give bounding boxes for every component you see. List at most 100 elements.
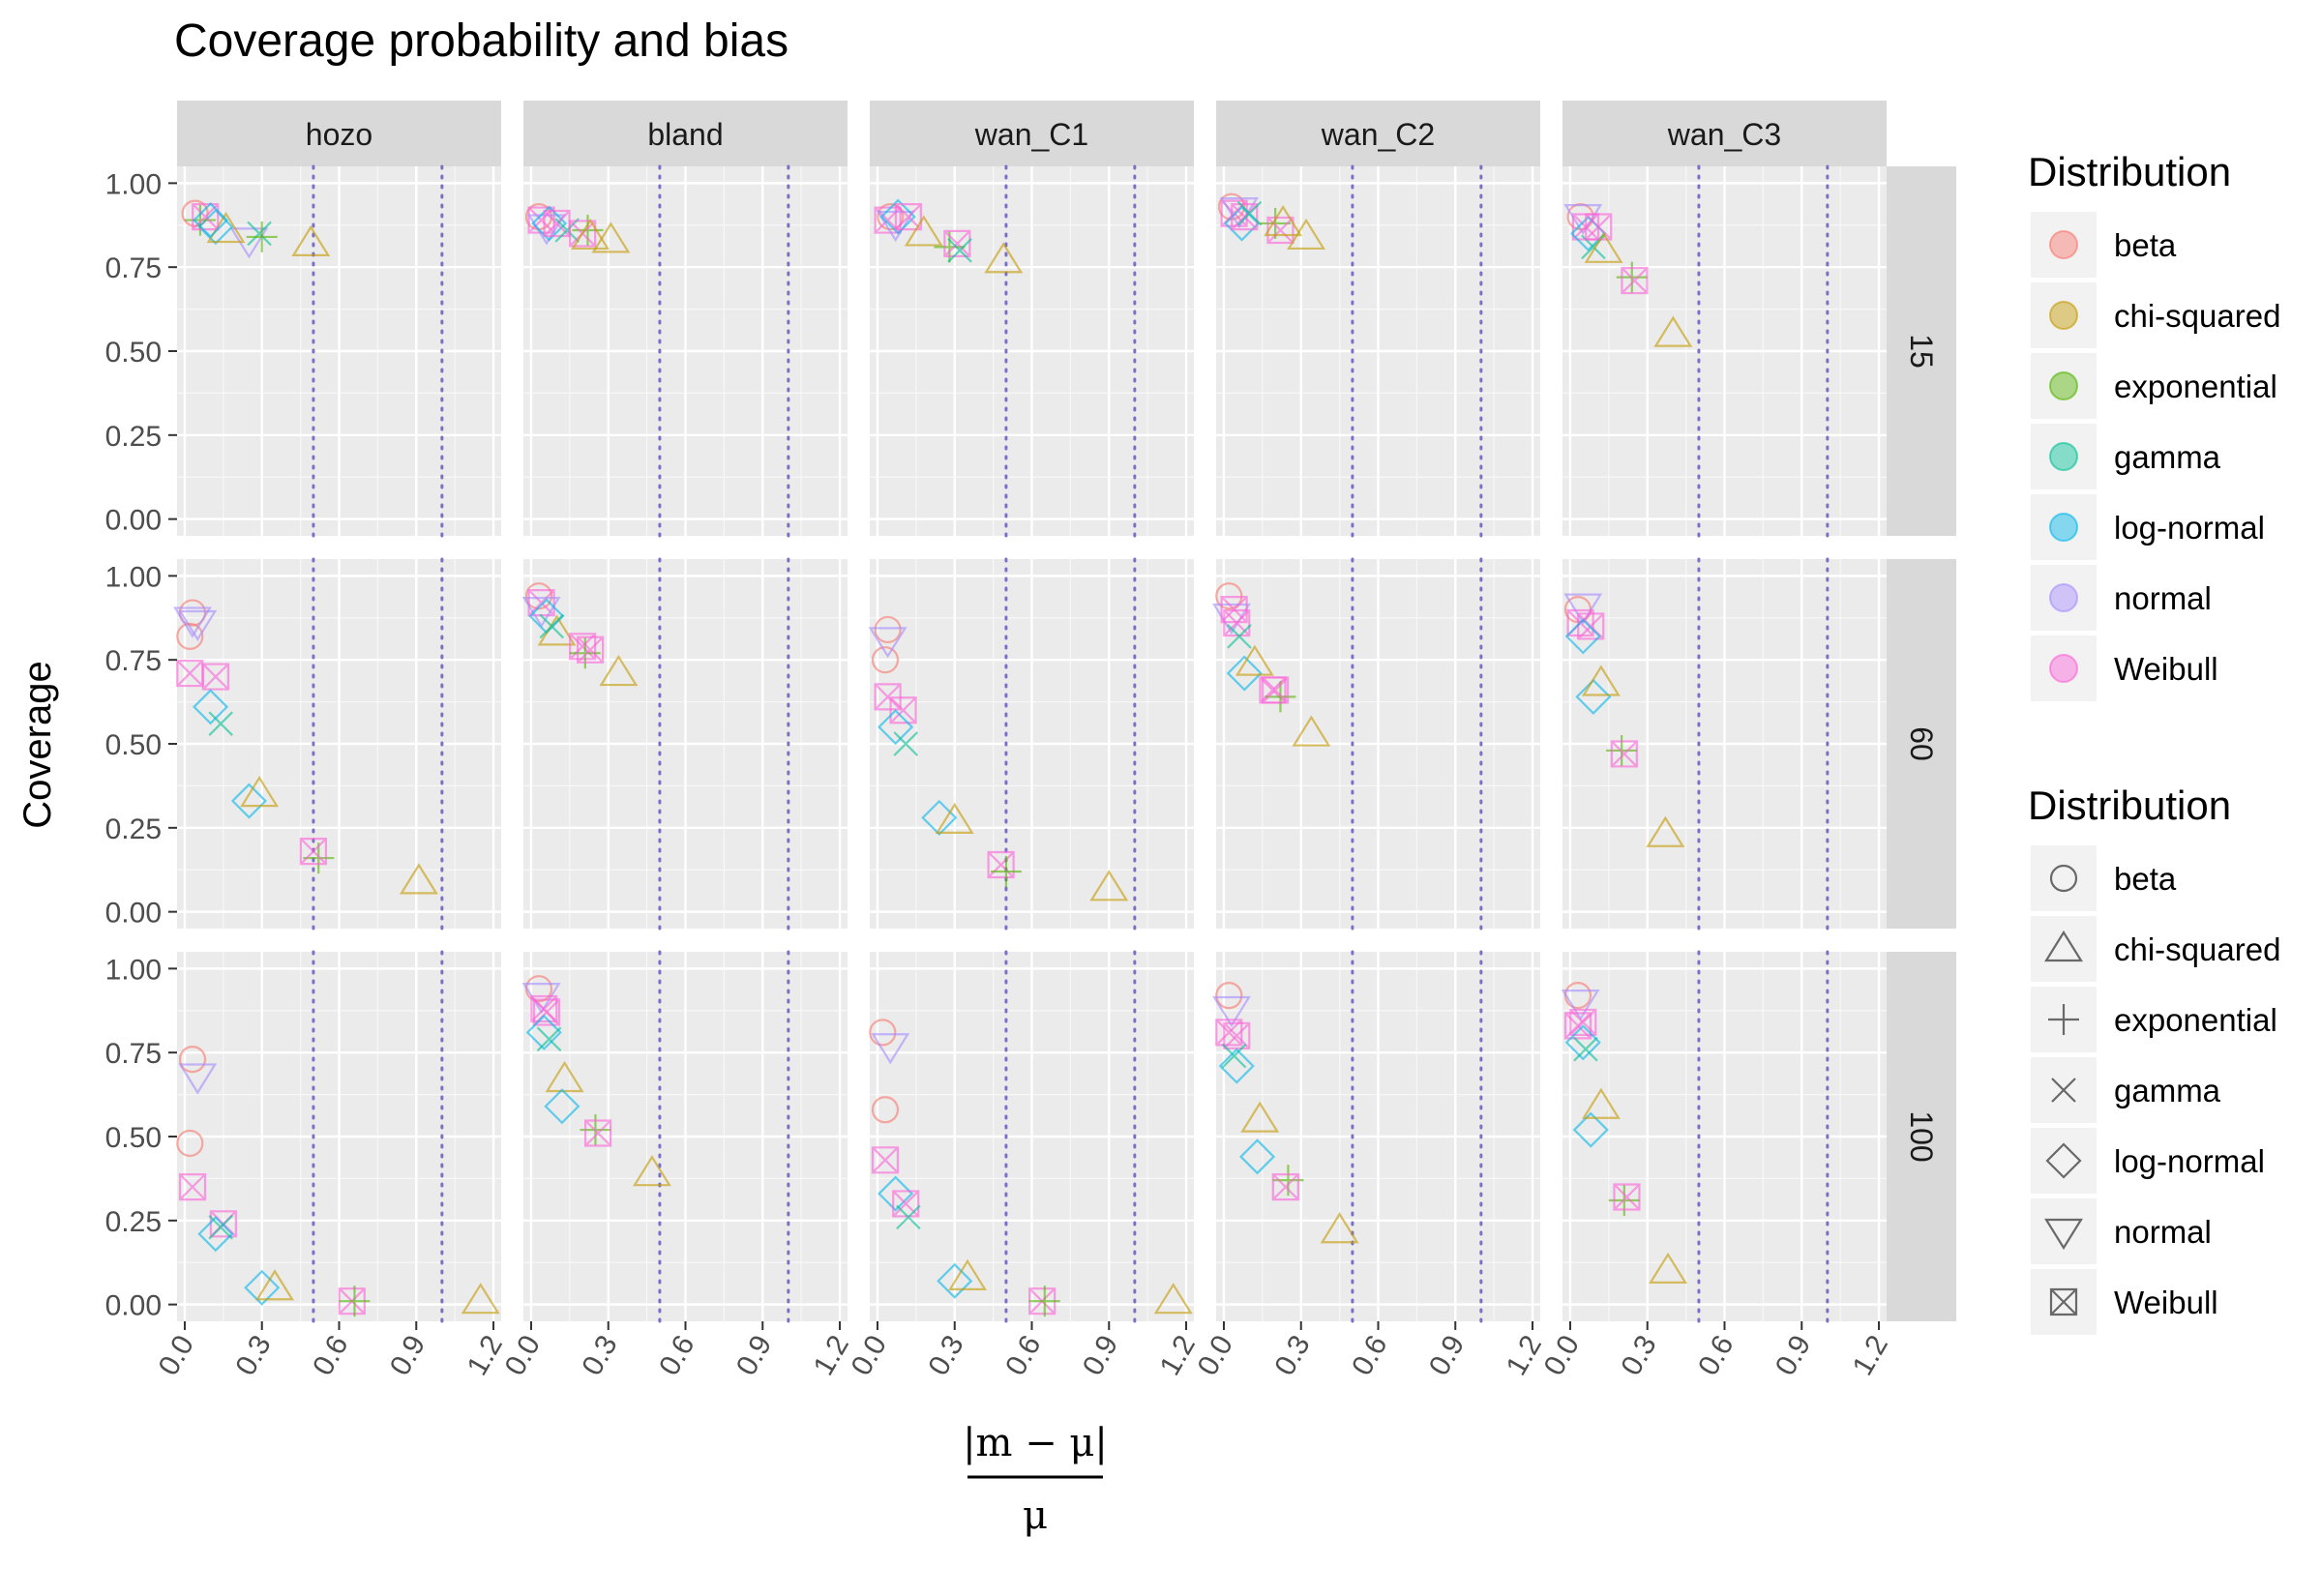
y-tick-label: 0.75: [105, 1038, 162, 1070]
facet-strip-label: wan_C2: [1321, 117, 1435, 152]
legend-label: gamma: [2114, 439, 2221, 475]
point-log-normal: [1218, 1048, 1255, 1084]
y-tick-label: 1.00: [105, 168, 162, 200]
point-beta: [178, 599, 207, 627]
point-chi-squared: [1646, 815, 1685, 847]
point-chi-squared: [240, 776, 280, 808]
panel-hozo-100: 0.000.250.500.751.000.0 0.3 0.6 0.9 1.2: [105, 950, 509, 1381]
point-Weibull: [178, 1172, 207, 1201]
facet-strip-label: 15: [1904, 334, 1939, 369]
point-chi-squared: [1235, 644, 1274, 676]
chart-title: Coverage probability and bias: [174, 15, 789, 67]
point-beta: [176, 622, 204, 650]
point-exponential: [339, 1286, 371, 1317]
point-chi-squared: [599, 654, 639, 687]
legend-symbol-gamma: [2051, 1078, 2076, 1103]
point-chi-squared: [255, 1269, 295, 1301]
point-Weibull: [894, 202, 922, 231]
y-axis-label: Coverage: [16, 661, 59, 828]
legend-symbol-log-normal: [2049, 513, 2078, 542]
point-gamma: [947, 238, 972, 263]
point-beta: [1215, 982, 1243, 1010]
y-tick-label: 0.25: [105, 1206, 162, 1238]
legend-label: gamma: [2114, 1073, 2221, 1108]
legend-label: beta: [2114, 861, 2177, 897]
legend-label: beta: [2114, 227, 2177, 263]
point-beta: [877, 202, 905, 231]
legend-symbol-beta: [2049, 230, 2078, 259]
legend-key: [2031, 565, 2097, 631]
legend-label: log-normal: [2114, 1143, 2265, 1179]
y-tick-label: 0.50: [105, 729, 162, 761]
legend-key: [2031, 1198, 2097, 1264]
legend-symbol-chi-squared: [2049, 301, 2078, 330]
point-exponential: [246, 221, 278, 252]
point-gamma: [1227, 624, 1252, 649]
point-Weibull: [1585, 213, 1613, 241]
legend-title: Distribution: [2028, 149, 2231, 194]
panel-wan_C1-100: 0.0 0.3 0.6 0.9 1.2: [846, 950, 1202, 1381]
facet-strip-wan_C2: [1216, 101, 1540, 166]
point-exponential: [569, 637, 601, 669]
point-normal: [178, 1063, 218, 1095]
point-gamma: [1221, 1043, 1247, 1069]
point-Weibull: [987, 850, 1015, 879]
point-exponential: [1265, 681, 1296, 713]
point-normal: [172, 606, 212, 638]
point-gamma: [1236, 200, 1263, 226]
point-Weibull: [299, 838, 328, 866]
legend-key: [2031, 212, 2097, 278]
panel-hozo-15: 0.00 0.25 0.50 0.75 1.00: [105, 164, 501, 538]
point-normal: [178, 609, 218, 642]
point-log-normal: [244, 1269, 281, 1306]
point-chi-squared: [1320, 1212, 1359, 1244]
legend-symbol-beta: [2049, 864, 2078, 893]
legend-label: exponential: [2114, 1002, 2277, 1038]
point-Weibull: [874, 683, 902, 711]
point-log-normal: [197, 1216, 234, 1253]
point-Weibull: [584, 1119, 612, 1147]
panel-wan_C3-100: 0.0 0.3 0.6 0.9 1.2: [1538, 950, 1894, 1381]
legend-label: chi-squared: [2114, 298, 2280, 334]
point-log-normal: [531, 205, 568, 242]
point-exponential: [303, 842, 335, 874]
point-log-normal: [1564, 618, 1601, 655]
facet-strip-bland: [523, 101, 848, 166]
legend-label: Weibull: [2114, 1285, 2218, 1320]
legend-label: Weibull: [2114, 651, 2218, 687]
facet-strip-hozo: [177, 101, 501, 166]
legend-symbol-Weibull: [2049, 654, 2078, 683]
point-chi-squared: [632, 1155, 671, 1187]
legend-symbol-exponential: [2049, 371, 2078, 400]
point-beta: [178, 1046, 207, 1074]
legend-key: [2031, 282, 2097, 348]
point-Weibull: [871, 1146, 900, 1174]
point-chi-squared: [1240, 1101, 1280, 1133]
point-chi-squared: [1581, 1087, 1621, 1119]
facet-strip-wan_C1: [870, 101, 1194, 166]
point-Weibull: [1271, 1172, 1299, 1201]
point-normal: [1563, 593, 1603, 625]
legend-symbol-chi-squared: [2044, 930, 2083, 962]
point-normal: [868, 627, 908, 659]
panel-hozo-60: 0.00 0.25 0.50 0.75 1.00: [105, 557, 501, 931]
point-Weibull: [201, 663, 229, 691]
point-chi-squared: [1264, 204, 1303, 237]
legend-label: normal: [2114, 1214, 2212, 1250]
point-log-normal: [1575, 678, 1612, 715]
y-tick-label: 0.25: [105, 421, 162, 453]
panel-bland-100: 0.0 0.3 0.6 0.9 1.2: [499, 950, 855, 1381]
point-chi-squared: [461, 1283, 500, 1315]
point-chi-squared: [399, 863, 438, 895]
legend-title: Distribution: [2028, 783, 2231, 828]
panel-bland-15: [523, 164, 848, 538]
point-beta: [176, 1129, 204, 1158]
legend-key: [2031, 424, 2097, 489]
legend-key: [2031, 494, 2097, 560]
point-log-normal: [193, 689, 229, 725]
point-log-normal: [193, 202, 229, 239]
y-tick-label: 0.00: [105, 1290, 162, 1322]
y-tick-label: 1.00: [105, 561, 162, 593]
point-normal: [1561, 989, 1600, 1021]
